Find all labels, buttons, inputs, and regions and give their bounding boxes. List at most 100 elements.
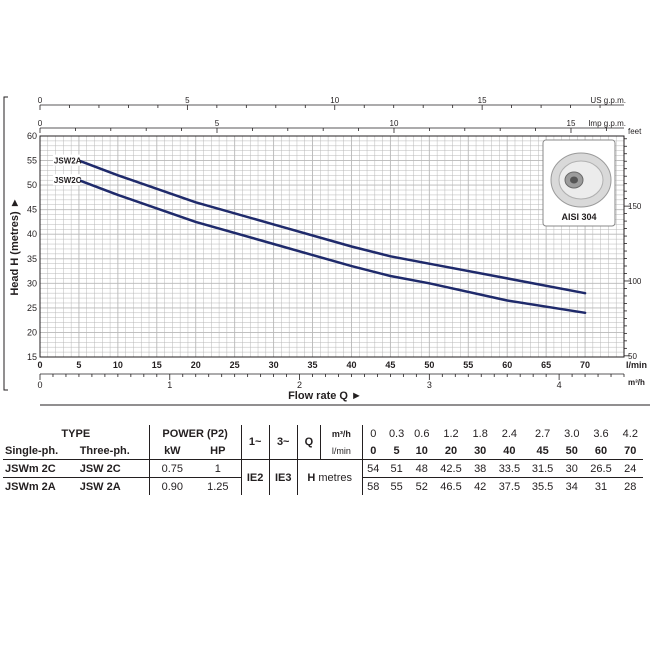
- x-unit-label: l/min: [626, 360, 647, 370]
- q-lmin-5: 40: [503, 444, 516, 457]
- m3h-tick-label: 0: [37, 380, 42, 390]
- row-2c-head-8: 26.5: [584, 459, 618, 478]
- m3h-tick-label: 4: [557, 380, 562, 390]
- y-tick-label: 15: [27, 352, 37, 362]
- x-tick-label: 10: [113, 360, 123, 370]
- q-m3h-1: 0.3: [388, 427, 405, 440]
- q-lmin-4: 30: [474, 444, 487, 457]
- q-lmin-2: 10: [415, 444, 428, 457]
- row-2a-head-2: 52: [415, 480, 428, 493]
- feet-tick-label: 100: [628, 277, 642, 286]
- y-tick-label: 25: [27, 303, 37, 313]
- row-2c-kw: 0.75: [149, 459, 196, 478]
- q-m3h-6: 2.7: [534, 427, 551, 440]
- series-label-bg: [52, 174, 80, 186]
- q-lmin-3: 20: [444, 444, 458, 457]
- row-2c-single: JSWm 2C: [3, 459, 78, 478]
- single-ph-header: Single-ph.: [5, 444, 59, 457]
- row-2a-head-3: 46.5: [440, 480, 462, 493]
- y-tick-label: 55: [27, 156, 37, 166]
- q-header: Q: [297, 425, 322, 460]
- m3h-unit-label: m³/h: [628, 378, 645, 387]
- plot-background: [40, 136, 624, 357]
- row-2c-hp: 1: [195, 459, 242, 478]
- type-header: TYPE: [3, 425, 150, 442]
- series-label-jsw2c: JSW2C: [54, 176, 82, 185]
- row-2a-kw: 0.90: [161, 480, 184, 493]
- m3h-tick-label: 1: [167, 380, 172, 390]
- y-tick-label: 20: [27, 327, 37, 337]
- row-2c-head-2: 48: [409, 459, 435, 478]
- imp-gpm-tick-label: 15: [567, 119, 576, 128]
- series-label-bg: [52, 154, 80, 166]
- x-tick-label: 55: [463, 360, 473, 370]
- y-tick-label: 45: [27, 205, 37, 215]
- power-header: POWER (P2): [149, 425, 242, 442]
- feet-tick-label: 150: [628, 202, 642, 211]
- row-2c-head-4: 38: [467, 459, 493, 478]
- row-2a-three: JSW 2A: [77, 477, 150, 495]
- imp-gpm-unit-label: Imp g.p.m.: [588, 119, 626, 128]
- ie2-cell: IE2: [241, 459, 270, 495]
- imp-gpm-tick-label: 10: [390, 119, 399, 128]
- phase3-header: 3~: [269, 425, 298, 460]
- x-tick-label: 50: [424, 360, 434, 370]
- q-lmin-0: 0: [370, 444, 377, 457]
- lmin-header: l/min: [320, 442, 363, 460]
- us-gpm-tick-label: 10: [330, 96, 339, 105]
- imp-gpm-tick-label: 5: [215, 119, 220, 128]
- row-2a-head-4: 42: [474, 480, 487, 493]
- q-m3h-4: 1.8: [472, 427, 488, 440]
- left-bracket: [3, 96, 8, 391]
- row-2a-head-8: 31: [594, 480, 608, 493]
- q-m3h-0: 0: [370, 427, 377, 440]
- y-tick-label: 35: [27, 254, 37, 264]
- y-tick-label: 30: [27, 278, 37, 288]
- row-2a-head-0: 58: [367, 480, 380, 493]
- row-2a-hp: 1.25: [195, 477, 242, 495]
- y-tick-label: 40: [27, 229, 37, 239]
- row-2c-head-0: 54: [362, 459, 384, 478]
- x-axis-title: Flow rate Q ►: [288, 390, 362, 402]
- series-line-jsw2a: [77, 159, 587, 295]
- y-tick-label: 60: [27, 131, 37, 141]
- m3h-header: m³/h: [320, 425, 363, 442]
- q-m3h-2: 0.6: [414, 427, 430, 440]
- specification-table: TYPE POWER (P2) 1~ 3~ Q m³/h 0 0.3 0.6 1…: [3, 425, 643, 495]
- series-label-jsw2a: JSW2A: [54, 157, 82, 166]
- row-2a-head-7: 34: [565, 480, 578, 493]
- us-gpm-tick-label: 15: [478, 96, 487, 105]
- q-lmin-8: 60: [594, 444, 608, 457]
- x-tick-label: 65: [541, 360, 551, 370]
- q-m3h-3: 1.2: [443, 427, 459, 440]
- x-tick-label: 40: [346, 360, 356, 370]
- y-tick-label: 50: [27, 180, 37, 190]
- metres-label: metres: [318, 471, 352, 484]
- row-2c-head-9: 24: [617, 459, 643, 478]
- row-2a-head-5: 37.5: [498, 480, 521, 493]
- us-gpm-tick-label: 5: [185, 96, 190, 105]
- ie3-cell: IE3: [269, 459, 298, 495]
- q-lmin-1: 5: [393, 444, 400, 457]
- row-2a-head-1: 55: [390, 480, 403, 493]
- row-2c-head-5: 33.5: [492, 459, 526, 478]
- x-tick-label: 35: [308, 360, 318, 370]
- x-tick-label: 0: [37, 360, 42, 370]
- h-metres-cell: H metres: [297, 459, 363, 495]
- hp-header: HP: [195, 442, 242, 460]
- kw-header: kW: [164, 444, 181, 457]
- feet-unit-label: feet: [628, 127, 642, 136]
- x-tick-label: 70: [580, 360, 590, 370]
- q-lmin-7: 50: [565, 444, 578, 457]
- row-2c-head-3: 42.5: [434, 459, 468, 478]
- row-2c-head-1: 51: [383, 459, 410, 478]
- series-line-jsw2c: [77, 178, 587, 315]
- inset-label: AISI 304: [561, 212, 596, 222]
- three-ph-header: Three-ph.: [77, 442, 150, 460]
- performance-chart: 15 20 25 30 35 40 45 50 55 60 0 5 10 15 20 25 30 35 40 45 50…: [0, 95, 650, 410]
- h-label: H: [307, 471, 316, 484]
- row-2c-three: JSW 2C: [77, 459, 150, 478]
- feet-tick-label: 50: [628, 352, 637, 361]
- q-m3h-9: 4.2: [622, 427, 638, 440]
- us-gpm-unit-label: US g.p.m.: [590, 96, 626, 105]
